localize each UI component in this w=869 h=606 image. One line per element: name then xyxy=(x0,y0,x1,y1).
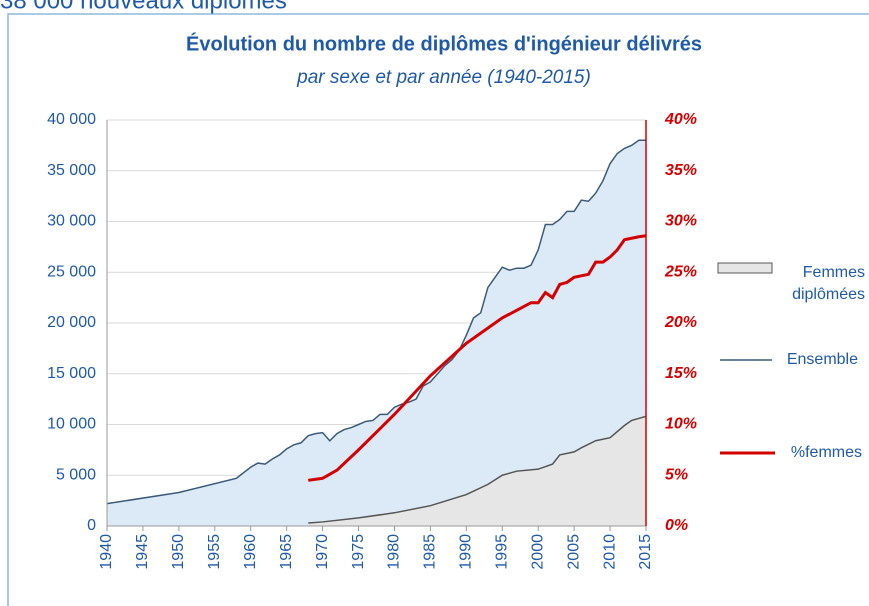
header: 38 000 nouveaux diplômés xyxy=(0,0,287,14)
legend-label: Ensemble xyxy=(786,351,858,368)
y-tick-label: 35 000 xyxy=(47,162,96,179)
x-tick-label: 1980 xyxy=(386,534,403,570)
y2-tick-label: 30% xyxy=(665,213,697,230)
y2-tick-label: 25% xyxy=(664,263,697,280)
legend-label: %femmes xyxy=(790,444,862,461)
x-tick-label: 1965 xyxy=(278,534,295,570)
area xyxy=(308,416,646,526)
area-line xyxy=(308,415,647,524)
x-tick-label: 1985 xyxy=(422,534,439,570)
x-tick-label: 1975 xyxy=(350,534,367,570)
x-tick-label: 1990 xyxy=(458,534,475,570)
chart-subtitle: par sexe et par année (1940-2015) xyxy=(296,67,591,88)
x-tick-label: 1960 xyxy=(242,534,259,570)
y-tick-label: 25 000 xyxy=(47,263,96,280)
x-tick-label: 2010 xyxy=(601,534,618,570)
legend-swatch xyxy=(717,262,773,274)
x-tick-label: 2005 xyxy=(565,534,582,570)
line xyxy=(308,234,647,482)
x-tick-label: 1995 xyxy=(493,534,510,570)
y2-tick-label: 0% xyxy=(665,517,688,534)
y2-tick-label: 10% xyxy=(665,416,697,433)
y2-tick-label: 15% xyxy=(665,365,697,382)
x-tick-label: 1950 xyxy=(170,534,187,570)
area xyxy=(107,140,646,527)
x-tick-label: 1945 xyxy=(134,534,151,570)
x-tick-label: 1970 xyxy=(314,534,331,570)
y-tick-label: 40 000 xyxy=(47,111,96,128)
y2-tick-label: 35% xyxy=(665,162,697,179)
x-tick-label: 1940 xyxy=(98,534,115,570)
y2-tick-label: 40% xyxy=(664,111,697,128)
y-tick-label: 10 000 xyxy=(47,416,96,433)
x-tick-label: 2000 xyxy=(529,534,546,570)
y-tick-label: 20 000 xyxy=(47,314,96,331)
x-tick-label: 1955 xyxy=(206,534,223,570)
y-tick-label: 15 000 xyxy=(47,365,96,382)
y2-tick-label: 20% xyxy=(664,314,697,331)
y-tick-label: 5 000 xyxy=(56,466,96,483)
chart-title: Évolution du nombre de diplômes d'ingéni… xyxy=(186,32,702,55)
y-tick-label: 0 xyxy=(87,517,96,534)
y-tick-label: 30 000 xyxy=(47,213,96,230)
y2-tick-label: 5% xyxy=(665,466,688,483)
legend-label: Femmes diplômées xyxy=(792,264,865,303)
area-line xyxy=(106,139,646,505)
x-tick-label: 2015 xyxy=(637,534,654,570)
